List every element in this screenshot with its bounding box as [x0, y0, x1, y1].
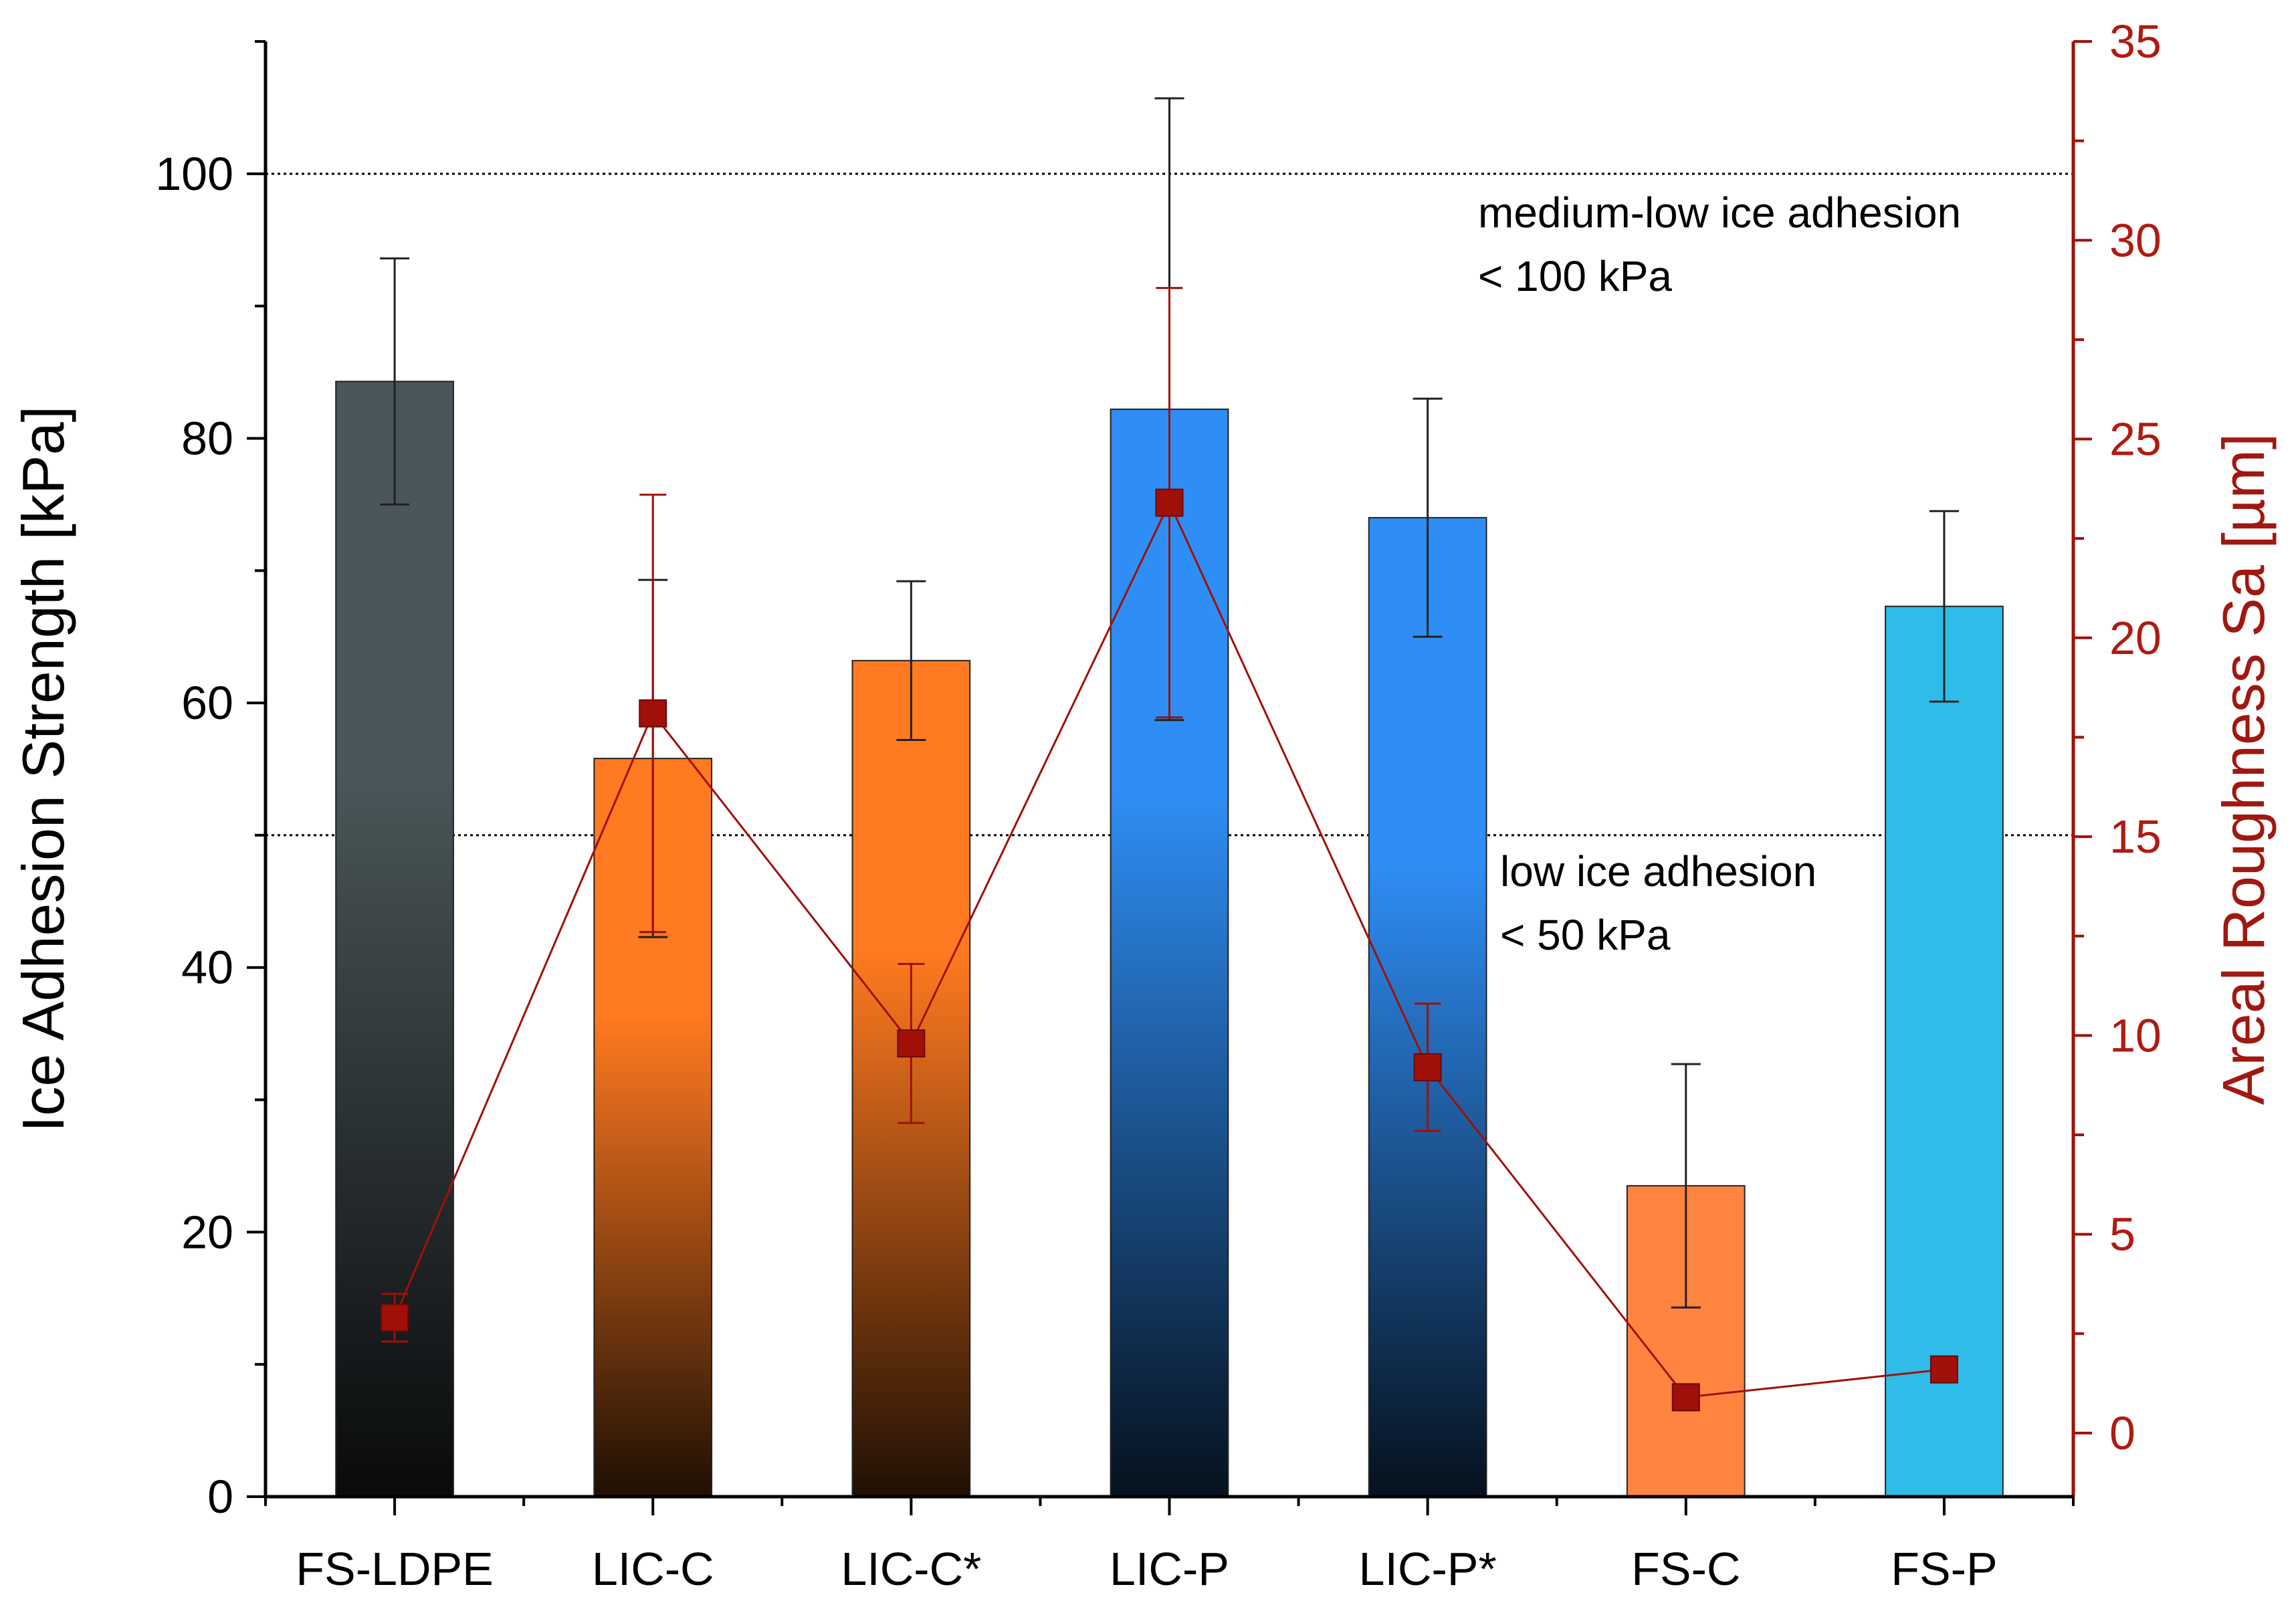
- roughness-marker-3: [1155, 488, 1184, 517]
- roughness-marker-1: [639, 699, 667, 728]
- right-tick-label-35: 35: [2109, 15, 2162, 68]
- bar-error-0: [380, 257, 410, 506]
- bar-error-6: [1929, 510, 1959, 703]
- bar-error-5: [1671, 1063, 1701, 1309]
- x-tick-label-fs-ldpe: FS-LDPE: [296, 1543, 494, 1595]
- right-tick-label-0: 0: [2109, 1407, 2135, 1459]
- left-tick-label-100: 100: [155, 148, 233, 200]
- left-tick-label-20: 20: [181, 1206, 233, 1258]
- bar-error-2: [896, 580, 926, 741]
- roughness-line-segment-4: [1427, 1066, 1687, 1398]
- bar-error-4: [1413, 397, 1443, 638]
- right-tick-label-15: 15: [2109, 811, 2162, 863]
- roughness-line-layer: [381, 287, 1958, 1412]
- right-axis-label: Areal Roughness Sa [µm]: [2210, 433, 2277, 1105]
- annotation-medium-low-line2: < 100 kPa: [1478, 252, 1672, 300]
- x-tick-label-fs-c: FS-C: [1631, 1543, 1740, 1595]
- left-tick-label-60: 60: [181, 677, 233, 729]
- bar-fs-p: [1885, 605, 2004, 1498]
- roughness-line-segment-1: [652, 712, 912, 1045]
- bars: [335, 381, 2004, 1498]
- annotation-low-line2: < 50 kPa: [1500, 911, 1671, 959]
- axes: 0 20 40 60 80 100 0 5 10 15 20 25 30 35 FS-LDPE LIC-C LI…: [155, 15, 2162, 1595]
- left-tick-label-0: 0: [207, 1471, 233, 1523]
- x-tick-label-lic-p-star: LIC-P*: [1359, 1543, 1497, 1595]
- roughness-marker-5: [1671, 1383, 1700, 1412]
- right-tick-label-20: 20: [2109, 612, 2162, 664]
- roughness-line-segment-3: [1168, 502, 1429, 1068]
- roughness-line-segment-5: [1685, 1368, 1945, 1398]
- annotation-medium-low-line1: medium-low ice adhesion: [1478, 189, 1961, 237]
- left-axis-label: Ice Adhesion Strength [kPa]: [10, 406, 76, 1132]
- x-tick-label-lic-p: LIC-P: [1110, 1543, 1229, 1595]
- right-tick-label-5: 5: [2109, 1208, 2135, 1261]
- roughness-marker-2: [897, 1029, 926, 1058]
- roughness-line-segment-2: [910, 502, 1170, 1044]
- roughness-marker-0: [381, 1303, 409, 1332]
- x-tick-label-lic-c: LIC-C: [592, 1543, 714, 1595]
- left-tick-label-40: 40: [181, 942, 233, 994]
- annotation-low-line1: low ice adhesion: [1500, 847, 1816, 895]
- roughness-line-segment-0: [393, 713, 654, 1319]
- left-tick-label-80: 80: [181, 412, 233, 464]
- x-tick-label-fs-p: FS-P: [1891, 1543, 1997, 1595]
- right-tick-label-10: 10: [2109, 1009, 2162, 1061]
- roughness-marker-6: [1929, 1355, 1958, 1384]
- x-tick-label-lic-c-star: LIC-C*: [841, 1543, 981, 1595]
- roughness-marker-4: [1413, 1053, 1442, 1081]
- right-tick-label-30: 30: [2109, 214, 2162, 266]
- right-tick-label-25: 25: [2109, 413, 2162, 465]
